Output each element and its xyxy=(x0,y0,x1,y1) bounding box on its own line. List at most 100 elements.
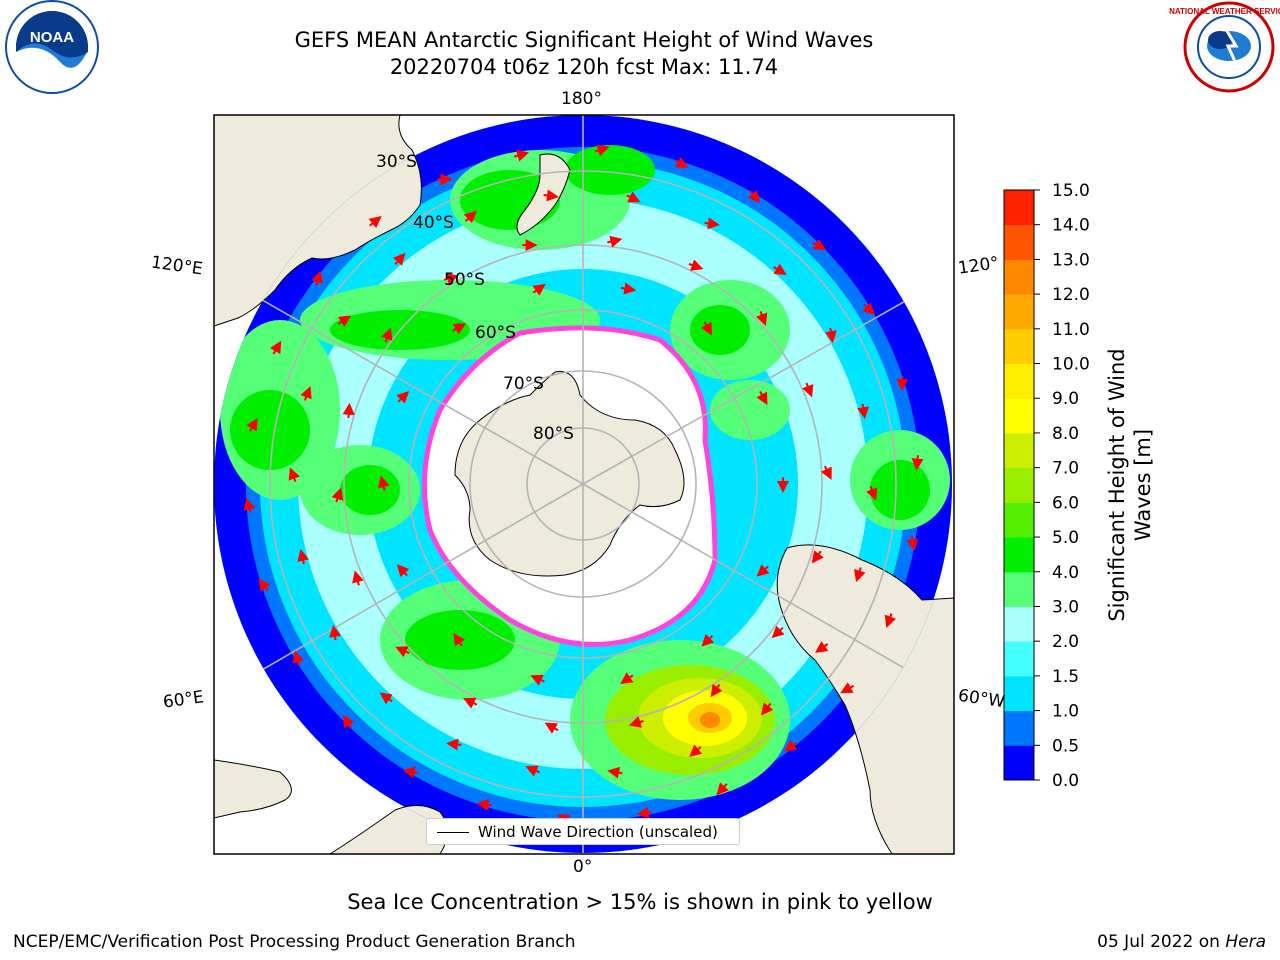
wave-direction-arrow xyxy=(543,189,559,202)
svg-text:NOAA: NOAA xyxy=(30,29,74,46)
wave-direction-arrow xyxy=(628,716,644,728)
colorbar-swatch xyxy=(1004,294,1034,330)
wave-direction-arrow xyxy=(297,548,310,565)
wave-direction-arrow xyxy=(716,782,729,796)
wave-direction-arrow xyxy=(815,641,829,653)
wave-direction-arrow xyxy=(342,714,355,729)
lon-label-0: 0° xyxy=(573,857,593,877)
lat-label-70s: 70°S xyxy=(503,374,544,394)
wave-direction-arrow xyxy=(756,311,768,326)
colorbar-swatch xyxy=(1004,467,1034,503)
wave-direction-arrow xyxy=(463,697,478,709)
wave-direction-arrow xyxy=(783,739,798,752)
graticule xyxy=(214,115,952,853)
wave-direction-arrow xyxy=(710,683,723,698)
wave-direction-arrow xyxy=(636,806,653,819)
wave-direction-arrow xyxy=(620,282,637,295)
wave-direction-arrow xyxy=(802,382,814,398)
credit-date: 05 Jul 2022 on Hera xyxy=(1097,932,1266,952)
svg-text:NATIONAL WEATHER SERVICE: NATIONAL WEATHER SERVICE xyxy=(1169,7,1280,16)
wave-direction-arrow xyxy=(911,455,924,471)
wave-direction-arrow xyxy=(532,283,546,296)
wave-direction-arrow xyxy=(331,487,344,503)
wave-direction-arrow xyxy=(453,632,465,647)
wave-direction-arrow xyxy=(446,738,462,751)
colorbar-swatch xyxy=(1004,328,1034,365)
wave-direction-arrow xyxy=(395,646,410,658)
colorbar-tick-label: 12.0 xyxy=(1052,285,1090,305)
colorbar-swatch xyxy=(1004,606,1034,642)
wave-direction-arrow xyxy=(352,570,364,586)
map-title-line1: GEFS MEAN Antarctic Significant Height o… xyxy=(294,28,874,52)
wave-direction-arrow xyxy=(620,672,634,684)
wave-direction-arrow xyxy=(857,403,869,420)
wave-direction-arrow xyxy=(396,564,410,578)
colorbar: 0.0 0.5 1.0 1.5 2.0 3.0 4.0 5.0 6.0 7.0 8.0 9.0 10.0… xyxy=(1003,181,1090,791)
wave-direction-arrow xyxy=(292,650,304,666)
credit-date-text: 05 Jul 2022 on xyxy=(1097,932,1220,952)
wave-direction-arrow xyxy=(862,302,876,316)
colorbar-tick-label: 7.0 xyxy=(1052,459,1079,479)
wave-direction-arrow xyxy=(342,402,355,419)
wave-direction-arrow xyxy=(258,578,271,592)
wave-direction-arrow xyxy=(392,252,406,266)
colorbar-tick-label: 0.5 xyxy=(1052,736,1079,756)
colorbar-swatch xyxy=(1004,432,1034,469)
wave-direction-arrow xyxy=(756,391,768,406)
wave-direction-arrow xyxy=(820,465,832,480)
wave-direction-arrow xyxy=(688,259,704,271)
wave-direction-arrow xyxy=(607,235,623,248)
wave-direction-arrow xyxy=(854,567,866,583)
wave-direction-arrow xyxy=(476,798,492,811)
colorbar-tick-label: 1.0 xyxy=(1052,702,1079,722)
colorbar-swatch xyxy=(1004,398,1034,434)
colorbar-tick-label: 3.0 xyxy=(1052,597,1079,617)
wave-direction-arrow xyxy=(288,467,300,483)
wave-direction-arrow xyxy=(329,624,342,641)
wave-direction-arrow xyxy=(594,144,610,157)
wind-wave-direction-arrows xyxy=(243,144,924,826)
colorbar-swatch xyxy=(1004,190,1034,226)
wave-direction-arrow xyxy=(379,692,393,705)
lat-label-30s: 30°S xyxy=(376,152,417,172)
wave-direction-arrow xyxy=(674,156,689,168)
wave-direction-arrow xyxy=(243,497,256,513)
colorbar-tick-label: 15.0 xyxy=(1052,181,1090,201)
wave-direction-arrow xyxy=(811,550,824,564)
colorbar-tick-label: 11.0 xyxy=(1052,320,1090,340)
wave-direction-arrow xyxy=(607,766,623,779)
national-weather-service-logo-icon: NATIONAL WEATHER SERVICE xyxy=(1169,1,1280,93)
colorbar-swatch xyxy=(1004,745,1034,781)
wave-direction-arrow xyxy=(525,765,540,777)
colorbar-swatch xyxy=(1004,537,1034,573)
wave-direction-arrow xyxy=(300,386,312,401)
colorbar-title: Significant Height of Wind Waves [m] xyxy=(1105,348,1155,622)
colorbar-swatch xyxy=(1004,710,1034,746)
colorbar-tick-label: 14.0 xyxy=(1052,216,1090,236)
wave-direction-arrow xyxy=(463,210,477,224)
colorbar-swatch xyxy=(1004,259,1034,295)
wave-direction-arrow xyxy=(906,535,919,552)
wave-direction-arrow xyxy=(368,215,382,229)
colorbar-frame xyxy=(1003,189,1035,781)
sea-ice-note: Sea Ice Concentration > 15% is shown in … xyxy=(347,890,933,914)
lat-label-80s: 80°S xyxy=(533,424,574,444)
lat-label-50s: 50°S xyxy=(444,270,485,290)
noaa-logo-icon: NOAA xyxy=(5,0,99,94)
wave-direction-arrow xyxy=(452,323,467,335)
colorbar-tick-label: 1.5 xyxy=(1052,667,1079,687)
wave-direction-arrow xyxy=(884,613,897,628)
wave-direction-arrow xyxy=(530,674,545,686)
wave-direction-arrow xyxy=(771,625,785,639)
colorbar-tick-label: 13.0 xyxy=(1052,250,1090,270)
wave-direction-arrow xyxy=(337,315,352,327)
lon-label-180: 180° xyxy=(561,89,602,109)
colorbar-swatch xyxy=(1004,641,1034,677)
wave-direction-arrow xyxy=(396,391,410,404)
wave-direction-arrow xyxy=(824,327,837,344)
wave-direction-arrow xyxy=(402,766,419,779)
colorbar-swatch xyxy=(1004,571,1034,607)
wave-direction-arrow xyxy=(701,633,715,647)
colorbar-tick-label: 0.0 xyxy=(1052,771,1079,791)
